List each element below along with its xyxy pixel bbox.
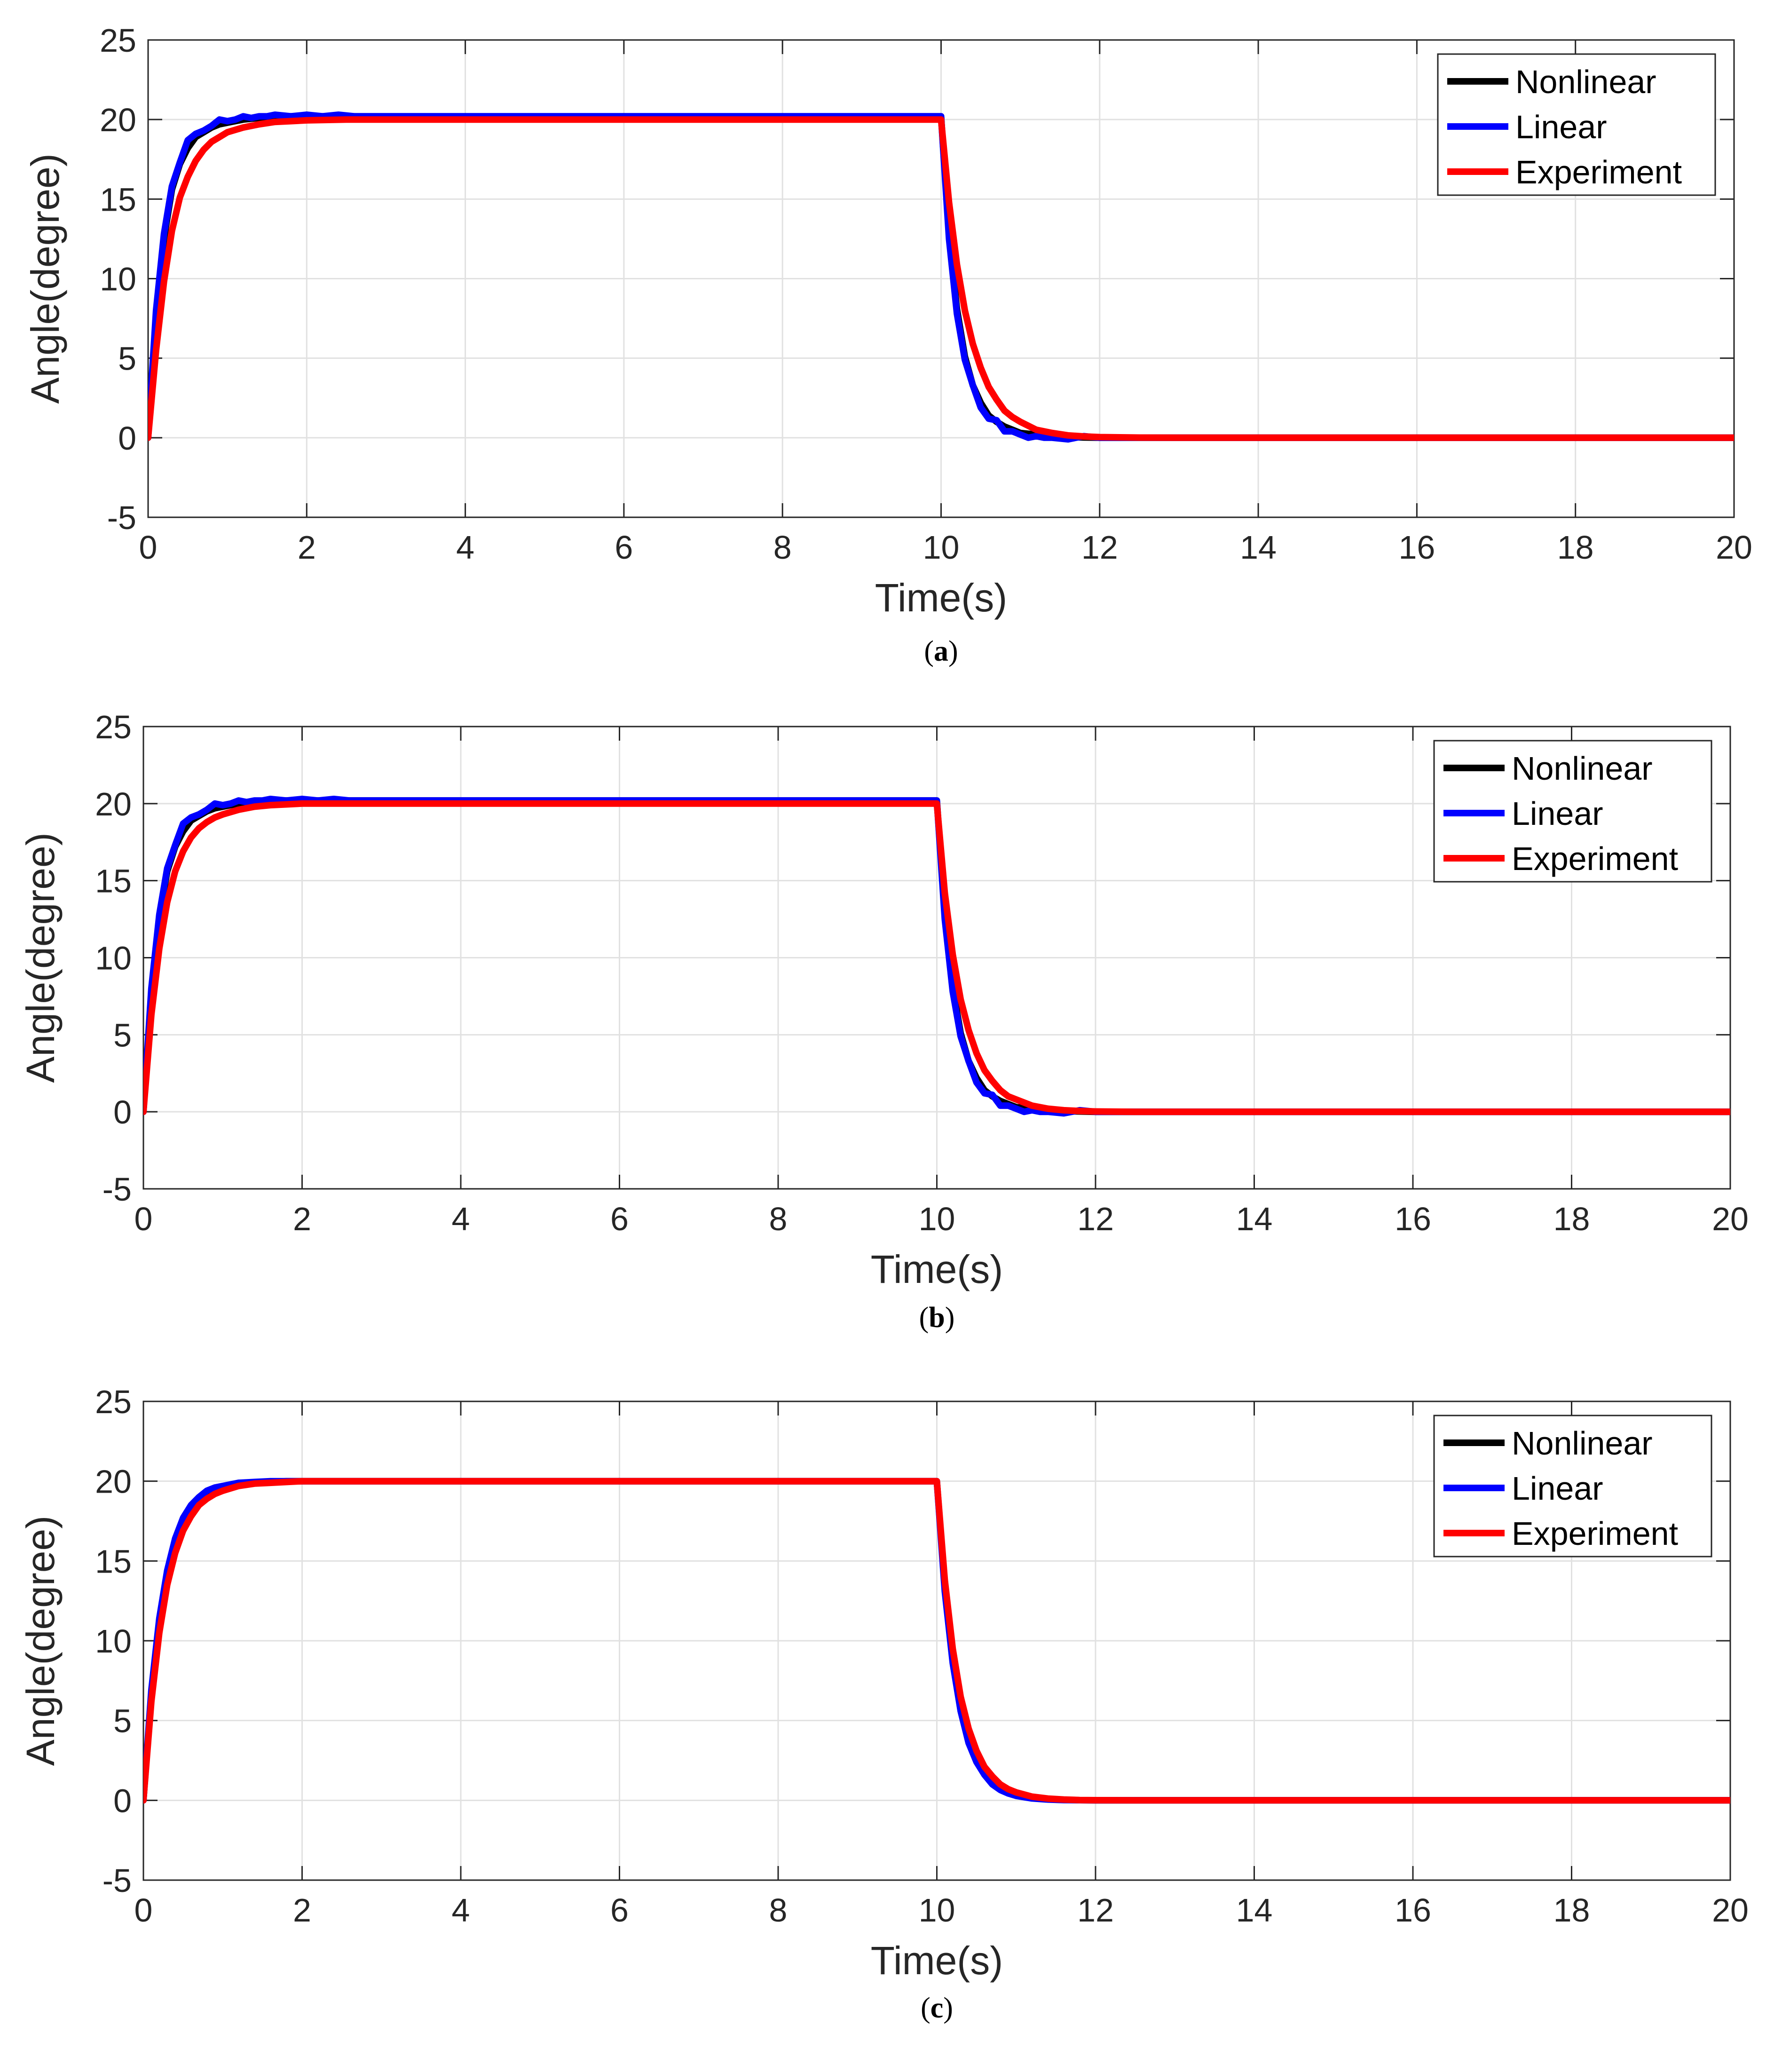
y-tick-label: 0 [113, 1094, 132, 1131]
x-tick-label: 0 [139, 529, 158, 566]
legend: Nonlinear Linear Experiment [1433, 740, 1712, 883]
y-tick-label: 10 [100, 261, 136, 298]
y-tick-label: 20 [95, 1463, 132, 1500]
legend-label-experiment: Experiment [1512, 840, 1678, 877]
x-tick-label: 6 [610, 1201, 629, 1237]
x-tick-label: 20 [1712, 1201, 1749, 1237]
x-tick-label: 16 [1398, 529, 1435, 566]
series-line-experiment [143, 800, 1730, 1115]
x-tick-label: 14 [1236, 1201, 1273, 1237]
legend-label-linear: Linear [1515, 109, 1607, 145]
y-tick-label: 25 [95, 1384, 132, 1420]
x-tick-label: 8 [773, 529, 792, 566]
y-tick-label: 15 [95, 863, 132, 900]
chart-b: 0 2 4 6 8 10 12 14 16 18 20-50510152025Time(s)Angl… [18, 709, 1749, 1334]
y-tick-label: 20 [95, 786, 132, 822]
x-tick-label: 6 [615, 529, 633, 566]
series-line-experiment [143, 1478, 1730, 1804]
caption-letter: a [934, 635, 948, 667]
legend-label-experiment: Experiment [1512, 1515, 1678, 1552]
legend-label-experiment: Experiment [1515, 154, 1682, 190]
x-tick-label: 20 [1712, 1892, 1749, 1929]
x-tick-label: 8 [769, 1892, 788, 1929]
y-tick-label: -5 [107, 499, 136, 536]
y-tick-label: 15 [100, 181, 136, 218]
legend: Nonlinear Linear Experiment [1437, 53, 1716, 196]
y-tick-label: -5 [103, 1171, 132, 1208]
legend-label-nonlinear: Nonlinear [1515, 63, 1656, 100]
x-tick-label: 2 [298, 529, 316, 566]
x-tick-label: 10 [919, 1892, 955, 1929]
x-tick-label: 4 [456, 529, 474, 566]
x-tick-label: 16 [1395, 1892, 1431, 1929]
x-tick-label: 0 [134, 1892, 153, 1929]
figure-caption: (c) [921, 1992, 953, 2024]
x-tick-label: 14 [1240, 529, 1277, 566]
y-tick-label: -5 [103, 1862, 132, 1899]
x-tick-label: 12 [1077, 1892, 1114, 1929]
x-tick-label: 14 [1236, 1892, 1273, 1929]
series-line-experiment [148, 116, 1734, 441]
x-tick-label: 2 [293, 1892, 311, 1929]
y-axis-label: Angle(degree) [18, 1516, 63, 1766]
caption-letter: c [930, 1992, 944, 2024]
x-tick-label: 8 [769, 1201, 788, 1237]
y-tick-label: 0 [113, 1782, 132, 1819]
chart-a: 0 2 4 6 8 10 12 14 16 18 20-50510152025Time(s)Angl… [23, 22, 1752, 667]
x-tick-label: 0 [134, 1201, 153, 1237]
y-axis-label: Angle(degree) [23, 153, 67, 403]
y-tick-label: 0 [118, 420, 136, 457]
x-tick-label: 2 [293, 1201, 311, 1237]
legend-label-nonlinear: Nonlinear [1512, 750, 1653, 787]
chart-c: 0 2 4 6 8 10 12 14 16 18 20-50510152025Time(s)Angl… [18, 1384, 1749, 2024]
legend-label-linear: Linear [1512, 1470, 1603, 1507]
x-tick-label: 4 [452, 1201, 470, 1237]
x-tick-label: 10 [919, 1201, 955, 1237]
x-axis-label: Time(s) [871, 1247, 1003, 1291]
y-tick-label: 5 [113, 1703, 132, 1740]
x-tick-label: 20 [1716, 529, 1752, 566]
y-tick-label: 10 [95, 940, 132, 977]
x-axis-label: Time(s) [875, 576, 1008, 620]
x-tick-label: 6 [610, 1892, 629, 1929]
x-tick-label: 4 [452, 1892, 470, 1929]
x-tick-label: 10 [923, 529, 960, 566]
x-tick-label: 16 [1395, 1201, 1431, 1237]
x-axis-label: Time(s) [871, 1938, 1003, 1983]
figure-caption: (b) [919, 1302, 955, 1334]
legend-label-nonlinear: Nonlinear [1512, 1425, 1653, 1462]
x-tick-label: 18 [1557, 529, 1594, 566]
y-tick-label: 5 [118, 340, 136, 377]
x-tick-label: 12 [1081, 529, 1118, 566]
y-tick-label: 25 [95, 709, 132, 745]
y-tick-label: 10 [95, 1623, 132, 1660]
y-tick-label: 5 [113, 1017, 132, 1053]
x-tick-label: 18 [1553, 1201, 1590, 1237]
y-tick-label: 20 [100, 102, 136, 138]
legend: Nonlinear Linear Experiment [1433, 1415, 1712, 1558]
y-tick-label: 25 [100, 22, 136, 59]
y-axis-label: Angle(degree) [18, 832, 63, 1083]
x-tick-label: 12 [1077, 1201, 1114, 1237]
figure-caption: (a) [924, 635, 958, 667]
x-tick-label: 18 [1553, 1892, 1590, 1929]
caption-letter: b [929, 1302, 945, 1334]
y-tick-label: 15 [95, 1543, 132, 1580]
legend-label-linear: Linear [1512, 795, 1603, 832]
